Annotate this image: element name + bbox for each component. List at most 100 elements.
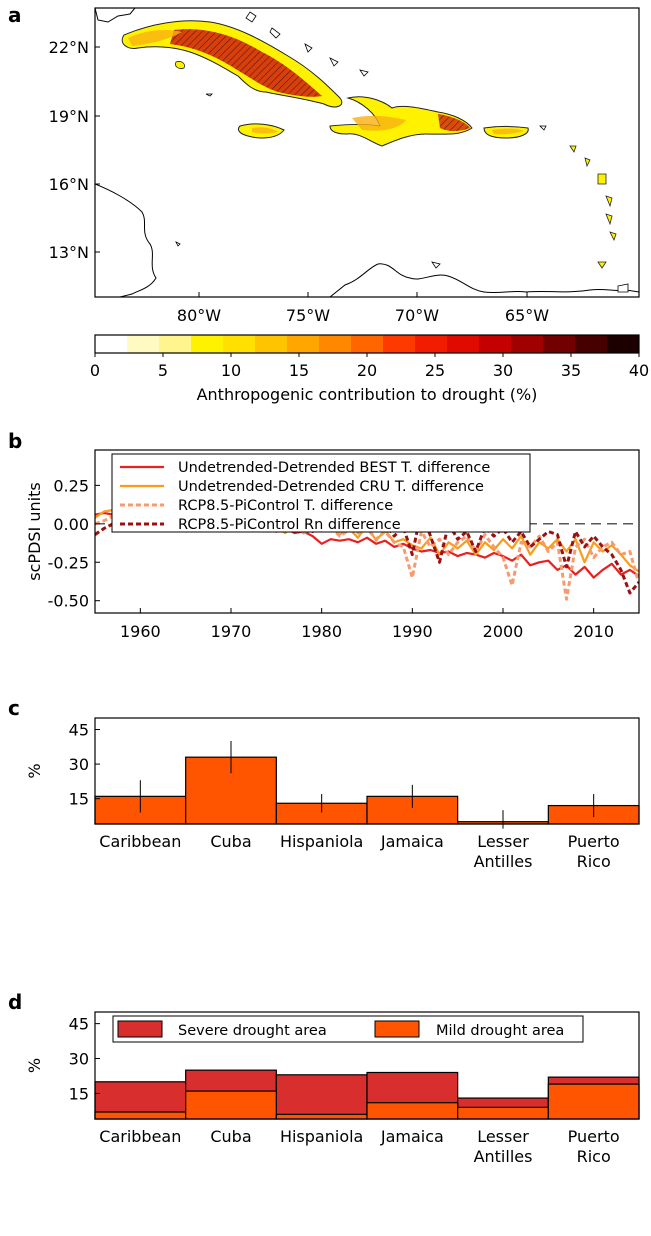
colorbar-bin (415, 335, 448, 353)
category-label-line: Antilles (474, 852, 533, 871)
legend: Undetrended-Detrended BEST T. difference… (111, 453, 531, 533)
line-chart: 0.25 0.00 -0.25 -0.50 1960 1970 1980 1990 2000 20… (25, 449, 640, 641)
y-tick-label: -0.50 (48, 592, 89, 611)
map-frame (94, 7, 640, 298)
colorbar-tick-label: 20 (357, 361, 377, 380)
category-label-line: Rico (577, 1147, 611, 1166)
y-axis-label: % (25, 763, 44, 778)
colorbar-bin (191, 335, 224, 353)
legend-label: Mild drought area (436, 1023, 564, 1039)
map-axes: 22°N 19°N 16°N 13°N 80°W 75°W 70°W 65°W (49, 38, 550, 325)
panel-label-d: d (8, 990, 22, 1014)
y-axis-label: % (25, 1058, 44, 1073)
colorbar-bin (479, 335, 512, 353)
category-label-line: Rico (577, 852, 611, 871)
category-label-line: Jamaica (380, 832, 444, 851)
category-label-line: Antilles (474, 1147, 533, 1166)
isla-juventud (175, 61, 185, 69)
caribbean-map (95, 8, 639, 297)
map-lat-label: 13°N (49, 243, 89, 262)
legend-label: Undetrended-Detrended CRU T. difference (178, 479, 484, 495)
legend-label: RCP8.5-PiControl T. difference (178, 498, 393, 514)
bar-chart-drought-area: 15 30 45% Caribbean Cuba Hispaniola Jamaica Les… (25, 1011, 640, 1166)
map-lon-label: 65°W (505, 306, 549, 325)
category-label: Caribbean (99, 1127, 181, 1146)
category-label: Jamaica (380, 832, 444, 851)
hispaniola-mid (352, 115, 406, 131)
bar-severe (275, 1074, 368, 1120)
bar-mild (275, 1113, 368, 1120)
category-label-line: Puerto (568, 1127, 620, 1146)
legend: Severe drought area Mild drought area (112, 1015, 584, 1043)
category-label: Caribbean (99, 832, 181, 851)
map-lat-label: 19°N (49, 107, 89, 126)
colorbar-bin (607, 335, 640, 353)
category-label: Lesser Antilles (474, 1127, 533, 1166)
legend-label: Severe drought area (178, 1023, 327, 1039)
map-lat-label: 22°N (49, 38, 89, 57)
colorbar-bin (287, 335, 320, 353)
y-tick-label: 15 (69, 790, 89, 809)
category-label: Jamaica (380, 1127, 444, 1146)
x-tick-label: 1990 (392, 622, 433, 641)
colorbar-bin (383, 335, 416, 353)
colorbar-bin (543, 335, 576, 353)
bahamas-4 (329, 57, 339, 67)
x-tick-label: 1970 (211, 622, 252, 641)
category-label-line: Puerto (568, 832, 620, 851)
colorbar-bin (575, 335, 608, 353)
bahamas-1 (245, 11, 257, 23)
category-label: Cuba (210, 832, 251, 851)
bar-mild (94, 1111, 187, 1120)
map-lon-label: 70°W (395, 306, 439, 325)
lesser-antilles-4 (605, 195, 613, 208)
colorbar-tick-label: 40 (629, 361, 649, 380)
cuba-west-mid (128, 30, 182, 46)
y-tick-label: 30 (69, 755, 89, 774)
colorbar-tick-label: 0 (90, 361, 100, 380)
lesser-antilles-7 (597, 261, 607, 269)
map-lat-label: 16°N (49, 175, 89, 194)
lesser-antilles-2 (584, 157, 591, 168)
legend-label: RCP8.5-PiControl Rn difference (178, 517, 401, 533)
trinidad (617, 283, 629, 293)
x-tick-label: 1960 (120, 622, 161, 641)
category-label: Lesser Antilles (474, 832, 533, 871)
cayman-islands (205, 93, 213, 97)
bar-chart-frame (94, 1011, 640, 1120)
category-label-line: Cuba (210, 1127, 251, 1146)
colorbar-bin (319, 335, 352, 353)
bahamas-3 (304, 43, 313, 53)
y-tick-label: 0.25 (53, 476, 89, 495)
category-label-line: Caribbean (99, 832, 181, 851)
bar-chart-frame (94, 717, 640, 825)
puerto-rico-mid (492, 128, 524, 135)
colorbar-bin (223, 335, 256, 353)
cuba-hatching (170, 29, 322, 97)
bahamas-5 (359, 69, 369, 77)
category-label-line: Hispaniola (280, 832, 363, 851)
lesser-antilles-3 (597, 173, 607, 185)
colorbar-bin (351, 335, 384, 353)
panel-label-b: b (8, 429, 22, 453)
legend-swatch-mild (374, 1020, 420, 1038)
hispaniola-hatching-lines (438, 114, 470, 131)
bar-chart-anthropogenic: 15 30 45% Caribbean Cuba Hispaniola Jamaica Les… (25, 717, 640, 871)
category-label-line: Cuba (210, 832, 251, 851)
legend-box (112, 1015, 584, 1043)
y-tick-label: 45 (69, 721, 89, 740)
colorbar: 0 5 10 15 20 25 30 35 40 Anthropogenic contributi… (90, 334, 649, 404)
x-tick-label: 2000 (483, 622, 524, 641)
map-lon-label: 75°W (286, 306, 330, 325)
y-tick-label: 15 (69, 1084, 89, 1103)
colorbar-tick-label: 5 (158, 361, 168, 380)
panel-label-a: a (8, 3, 22, 27)
category-label-line: Caribbean (99, 1127, 181, 1146)
bar-mild (185, 1090, 277, 1120)
colorbar-tick-label: 10 (221, 361, 241, 380)
colorbar-tick-label: 15 (289, 361, 309, 380)
y-tick-label: 45 (69, 1015, 89, 1034)
colorbar-bin (159, 335, 192, 353)
category-label: Hispaniola (280, 832, 363, 851)
